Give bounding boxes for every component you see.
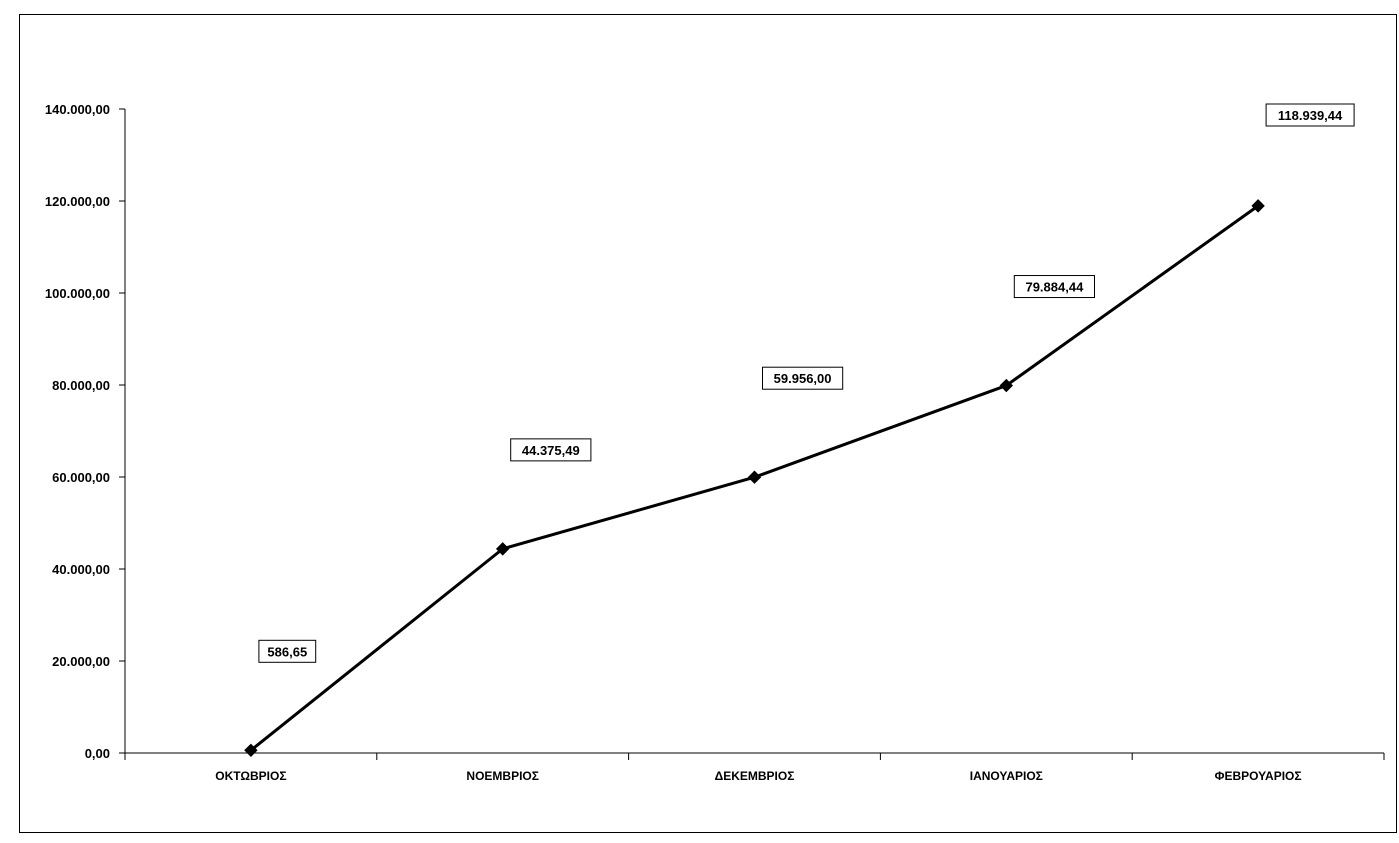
x-category-label: ΙΑΝΟΥΑΡΙΟΣ — [970, 769, 1043, 783]
data-point-marker — [495, 542, 510, 556]
data-label-box — [762, 366, 844, 390]
y-tick-label: 80.000,00 — [52, 378, 110, 393]
y-tick-label: 120.000,00 — [45, 194, 110, 209]
y-tick-label: 100.000,00 — [45, 286, 110, 301]
data-point-marker — [1251, 199, 1265, 213]
data-point-marker — [244, 743, 258, 758]
data-label-box — [258, 639, 317, 663]
data-label: 79.884,44 — [1025, 280, 1084, 295]
y-tick-label: 40.000,00 — [52, 562, 110, 577]
data-label: 44.375,49 — [522, 443, 580, 458]
data-label-box — [510, 438, 592, 462]
y-tick-label: 0,00 — [85, 746, 110, 761]
y-tick-label: 140.000,00 — [45, 102, 110, 117]
y-tick-label: 60.000,00 — [52, 470, 110, 485]
x-category-label: ΔΕΚΕΜΒΡΙΟΣ — [715, 769, 795, 783]
x-category-label: ΟΚΤΩΒΡΙΟΣ — [215, 769, 286, 783]
data-label: 59.956,00 — [774, 371, 832, 386]
y-tick-label: 20.000,00 — [52, 654, 110, 669]
data-label: 118.939,44 — [1278, 108, 1343, 123]
x-category-label: ΦΕΒΡΟΥΑΡΙΟΣ — [1215, 769, 1302, 783]
data-label: 586,65 — [267, 644, 307, 659]
chart-frame — [19, 14, 1397, 833]
data-point-marker — [999, 378, 1014, 393]
data-label-box — [1013, 275, 1095, 299]
data-point-marker — [747, 470, 762, 484]
x-category-label: ΝΟΕΜΒΡΙΟΣ — [466, 769, 539, 783]
data-label-box — [1265, 103, 1355, 127]
